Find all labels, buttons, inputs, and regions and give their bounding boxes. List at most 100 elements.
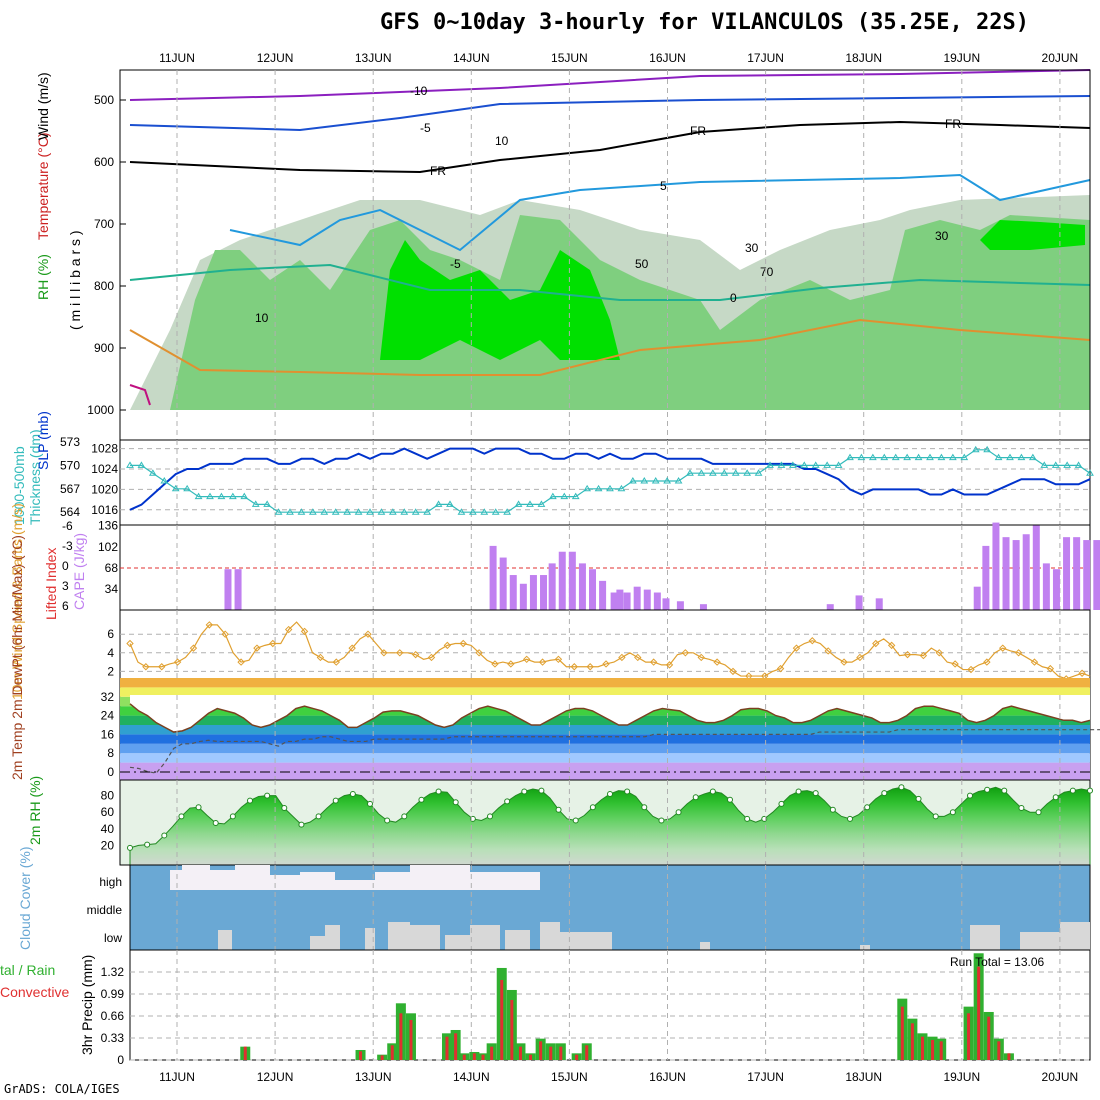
temp-contour (129, 69, 1091, 101)
rh-shading (980, 220, 1085, 250)
thickness-point (240, 492, 249, 500)
thickness-point (171, 484, 180, 492)
thickness-point (708, 469, 717, 476)
wind-point (1046, 664, 1055, 673)
wind-point (126, 639, 134, 648)
li-tick: -6 (62, 519, 73, 533)
thickness-point (720, 469, 729, 476)
wind-point (983, 658, 991, 666)
cape-bar (499, 557, 507, 610)
date-label-top: 12JUN (257, 51, 294, 65)
temp-band (120, 715, 1090, 725)
thickness-point (194, 492, 203, 500)
wind-point (427, 653, 436, 662)
thickness-point (686, 469, 694, 476)
cape-bar (653, 592, 661, 610)
cloud-high (235, 865, 270, 890)
rh-point (178, 813, 185, 820)
wind-point (300, 627, 309, 636)
cloud-low (860, 945, 870, 950)
cloud-tick: high (99, 875, 122, 889)
rh-point (898, 784, 905, 791)
cape-tick: 68 (105, 561, 119, 575)
rh-point (778, 800, 785, 807)
thickness-point (206, 492, 214, 500)
rh-point (195, 804, 202, 811)
rh-point (1018, 805, 1025, 812)
temp-contour (129, 318, 1091, 376)
thickness-point (731, 469, 740, 476)
rh-point (144, 841, 151, 848)
rh-point (384, 817, 391, 824)
precip-bar-convective (510, 999, 514, 1060)
wind-point (999, 644, 1007, 652)
axis-label: 10m Wind Speed & Barbs (m/s) (9, 503, 25, 700)
thickness-point (1006, 453, 1014, 461)
thickness-point (1086, 469, 1094, 476)
wind-point (681, 649, 690, 657)
rh-point (932, 813, 939, 820)
precip-tick: 0.66 (101, 1009, 125, 1023)
rh-point (1087, 787, 1093, 794)
rh-point (315, 813, 322, 820)
thickness-point (217, 492, 226, 500)
cloud-high (210, 870, 235, 890)
cape-bar (875, 598, 883, 610)
date-label-bottom: 12JUN (257, 1070, 294, 1084)
cape-bar (234, 569, 242, 610)
date-label-top: 13JUN (355, 51, 392, 65)
date-label-bottom: 19JUN (943, 1070, 980, 1084)
cloud-low (540, 922, 560, 950)
rh-point (367, 800, 373, 807)
thickness-point (183, 484, 192, 492)
precip-bar-convective (454, 1033, 458, 1060)
precip-bar-convective (445, 1036, 449, 1060)
thickness-point (960, 453, 969, 461)
cape-bar (519, 583, 527, 610)
rh-point (915, 795, 922, 802)
rh-point (281, 805, 288, 812)
cape-bar (1002, 537, 1010, 610)
wind-point (253, 644, 261, 652)
y-tick-label: 800 (94, 279, 114, 293)
axis-label: 1000-500mb (11, 446, 27, 525)
cape-bar (1032, 525, 1040, 610)
wind-point (459, 639, 467, 648)
cloud-low (410, 925, 440, 950)
rh-point (332, 797, 339, 804)
thickness-point (800, 461, 809, 468)
rh-point (349, 790, 356, 797)
wind-point (538, 658, 547, 666)
wind-point (856, 653, 864, 662)
rh-point (264, 792, 271, 799)
cloud-high (300, 872, 335, 890)
thickness-point (914, 453, 923, 461)
temp-band (120, 678, 1090, 688)
thickness-point (1074, 461, 1083, 468)
axis-label: Wind (m/s) (35, 72, 51, 140)
wind-point (1030, 658, 1039, 666)
precip-bar-convective (481, 1054, 485, 1060)
rh-point (709, 788, 716, 795)
temp-mask (130, 695, 1090, 733)
cape-bar (992, 522, 1000, 610)
axis-label: Lifted Index (43, 548, 59, 620)
precip-bar-convective (539, 1041, 543, 1060)
date-label-top: 18JUN (845, 51, 882, 65)
wind-point (284, 625, 293, 634)
rh-point (1035, 809, 1042, 816)
cloud-high (375, 872, 410, 890)
thickness-point (160, 477, 169, 484)
cape-bar (589, 569, 597, 610)
thickness-point (434, 500, 443, 507)
rh-point (127, 844, 133, 851)
date-label-bottom: 14JUN (453, 1070, 490, 1084)
cape-tick: 136 (98, 519, 118, 533)
cape-bar (529, 575, 537, 610)
thickness-point (754, 469, 763, 476)
thickness-point (388, 508, 397, 515)
cape-bar (540, 575, 548, 610)
temp-tick: 8 (107, 746, 114, 760)
cloud-high (335, 880, 375, 890)
